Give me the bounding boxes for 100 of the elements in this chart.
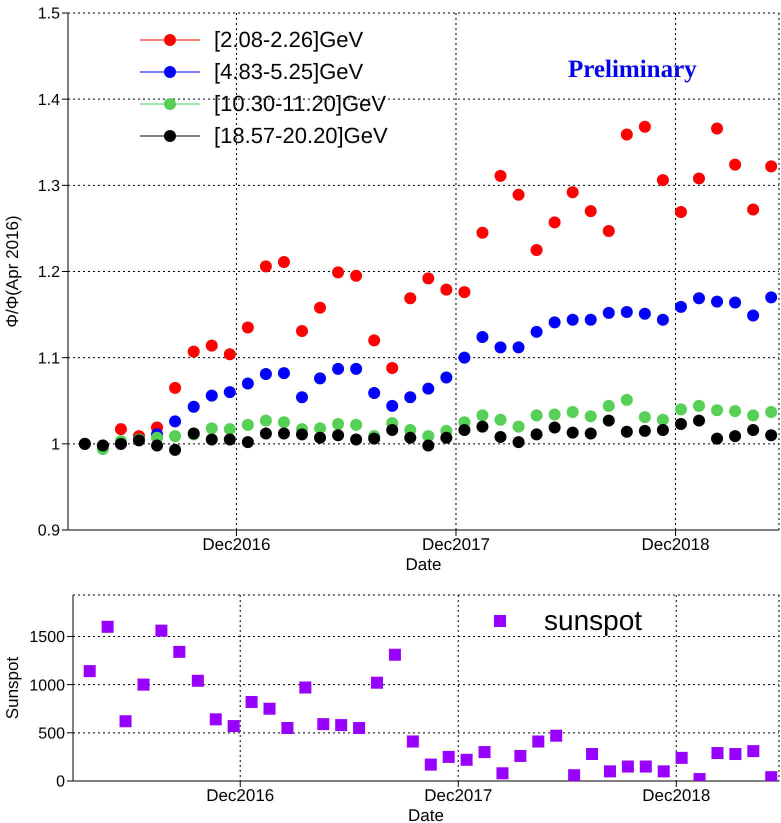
point xyxy=(638,120,651,133)
point xyxy=(422,440,434,452)
point xyxy=(296,324,308,337)
point xyxy=(584,410,597,422)
point xyxy=(120,715,132,728)
point xyxy=(692,292,705,304)
point xyxy=(729,405,742,418)
point xyxy=(656,424,669,436)
point xyxy=(350,418,362,431)
point xyxy=(566,186,579,198)
point xyxy=(260,368,272,380)
legend-label: [18.57-20.20]GeV xyxy=(214,122,388,149)
point xyxy=(278,367,290,380)
point xyxy=(692,414,705,427)
point xyxy=(260,260,272,272)
point xyxy=(368,334,380,346)
y-axis-title: Φ/Φ(Apr 2016) xyxy=(3,215,22,328)
point xyxy=(422,272,434,284)
point xyxy=(729,748,742,760)
point xyxy=(566,406,579,418)
point xyxy=(711,296,724,308)
y-axis-title: Sunspot xyxy=(3,656,22,720)
point xyxy=(422,382,434,395)
point xyxy=(711,747,724,760)
point xyxy=(440,284,452,296)
point xyxy=(548,216,561,228)
point xyxy=(102,620,114,633)
point xyxy=(278,256,290,268)
point xyxy=(278,416,290,428)
point xyxy=(584,205,597,218)
legend-label: [10.30-11.20]GeV xyxy=(214,90,386,117)
point xyxy=(512,188,525,201)
point xyxy=(512,341,525,354)
y-tick-label: 1500 xyxy=(29,629,66,646)
point xyxy=(476,330,488,343)
point xyxy=(353,722,366,734)
point xyxy=(512,420,525,433)
point xyxy=(314,432,326,444)
point xyxy=(532,735,544,748)
point xyxy=(332,362,344,375)
point xyxy=(530,409,543,422)
point xyxy=(656,414,669,426)
point xyxy=(548,316,561,328)
point xyxy=(173,646,186,658)
point xyxy=(299,682,312,694)
point xyxy=(314,302,326,314)
annotation: Preliminary xyxy=(568,56,697,84)
point xyxy=(368,386,380,399)
point xyxy=(206,390,218,402)
point xyxy=(602,414,615,427)
point xyxy=(458,424,470,436)
point xyxy=(386,400,398,412)
point xyxy=(350,434,362,446)
point xyxy=(404,391,416,404)
point xyxy=(458,352,470,364)
point xyxy=(674,206,687,218)
point xyxy=(765,291,778,304)
point xyxy=(260,427,272,440)
point xyxy=(440,432,452,444)
point xyxy=(281,722,294,734)
point xyxy=(548,421,561,434)
point xyxy=(424,758,437,771)
point xyxy=(404,432,416,444)
point xyxy=(406,735,419,748)
point xyxy=(638,411,651,424)
point xyxy=(335,719,348,732)
point xyxy=(620,426,633,438)
point xyxy=(350,362,362,375)
point xyxy=(260,414,272,427)
point xyxy=(494,430,506,443)
point xyxy=(747,203,760,216)
point xyxy=(550,730,562,742)
point xyxy=(242,378,254,390)
point xyxy=(169,430,182,442)
point xyxy=(246,696,258,708)
point xyxy=(692,172,705,184)
point xyxy=(478,746,491,758)
point xyxy=(530,244,543,256)
point xyxy=(314,372,326,384)
x-tick-label: Dec2017 xyxy=(422,535,490,554)
point xyxy=(494,341,506,354)
point xyxy=(368,432,380,445)
point xyxy=(224,348,236,360)
point xyxy=(332,429,344,442)
point xyxy=(169,382,182,394)
point xyxy=(494,414,506,426)
y-tick-label: 1.5 xyxy=(38,6,60,23)
point xyxy=(692,400,705,412)
point xyxy=(476,420,488,433)
point xyxy=(386,362,398,374)
point xyxy=(586,748,598,760)
legend-label: [4.83-5.25]GeV xyxy=(214,58,364,85)
point xyxy=(514,750,526,762)
point xyxy=(674,418,687,430)
point xyxy=(296,428,308,440)
point xyxy=(317,718,330,730)
point xyxy=(386,424,398,436)
point xyxy=(729,430,742,442)
point xyxy=(765,406,778,418)
point xyxy=(188,346,200,358)
